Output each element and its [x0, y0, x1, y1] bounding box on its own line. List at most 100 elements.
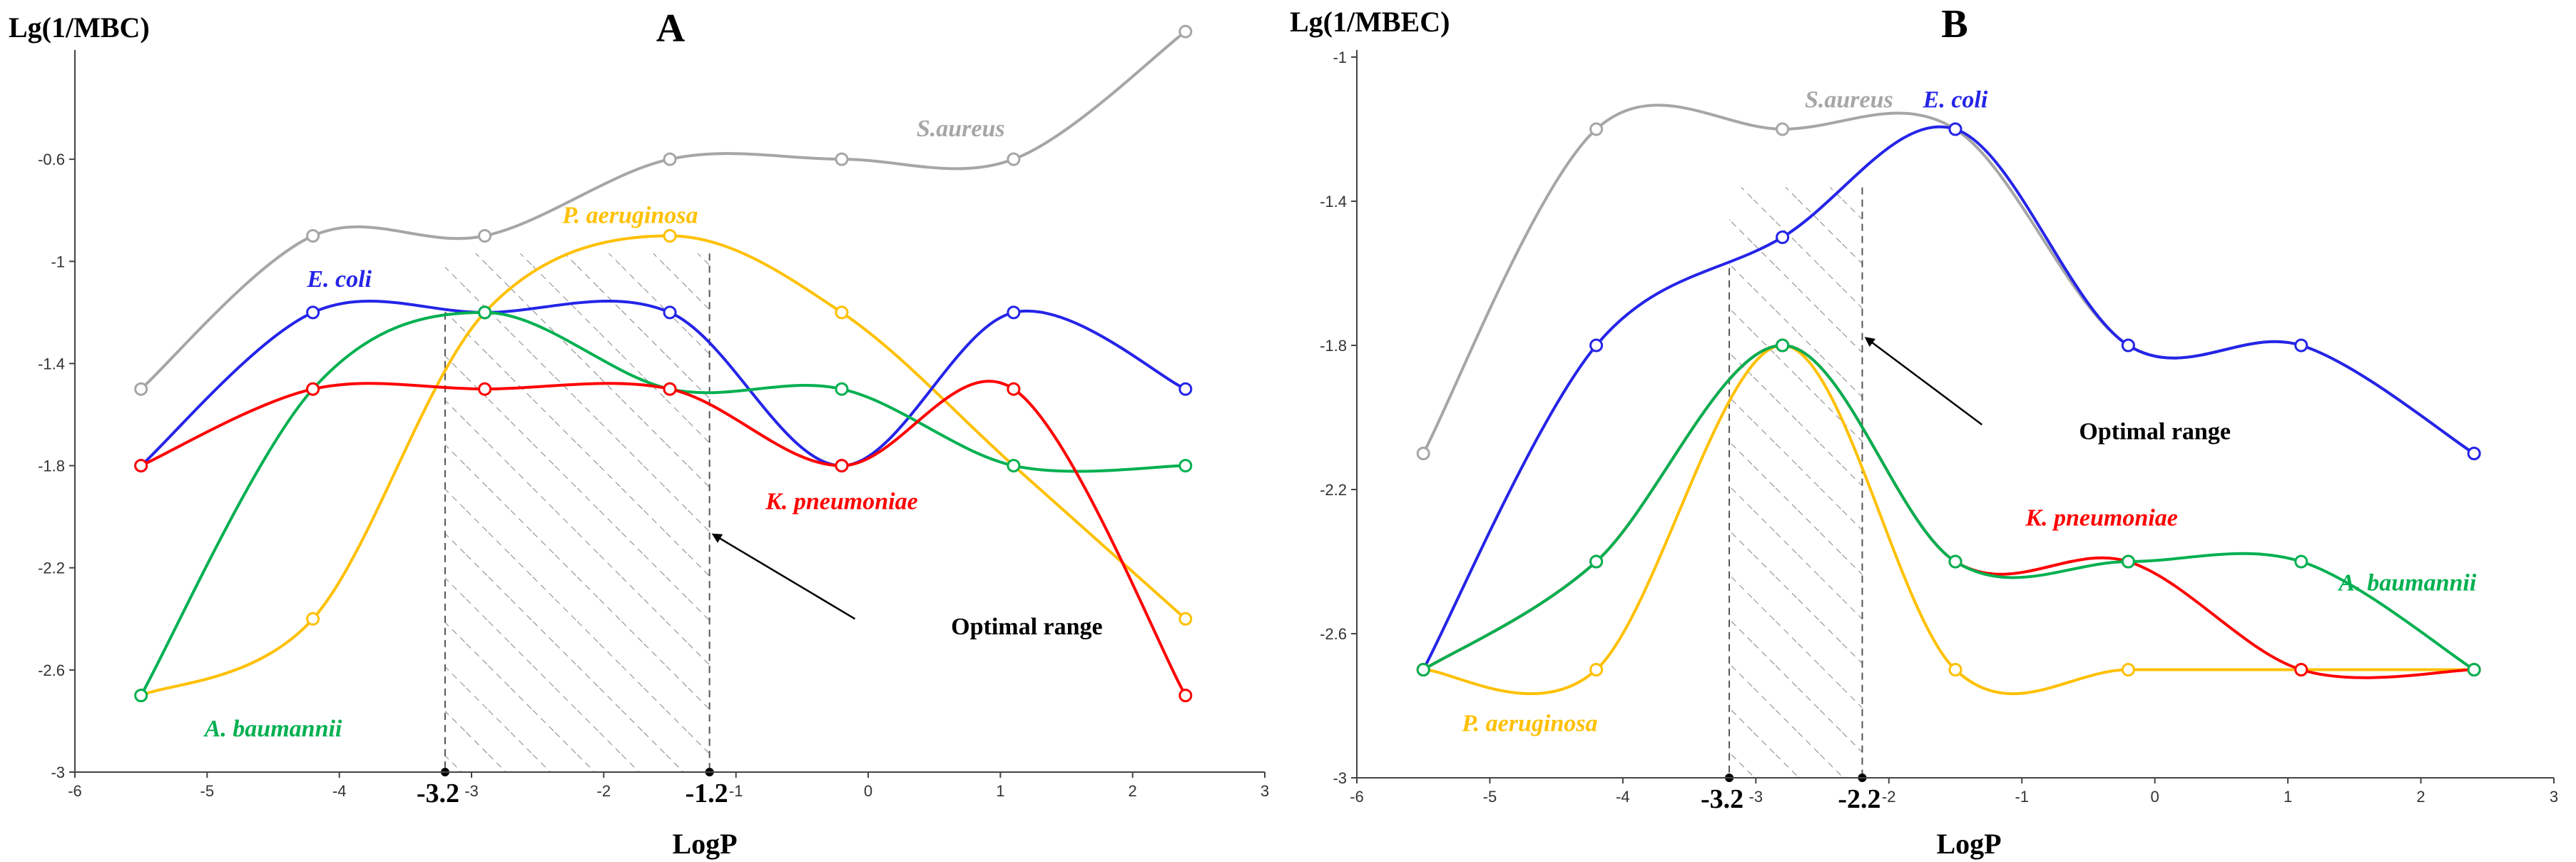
optimal-range-hatch [1729, 187, 1863, 779]
y-tick-label: -2.6 [1320, 625, 1347, 643]
data-point [134, 459, 148, 473]
data-point [1948, 663, 1962, 676]
data-point [1776, 122, 1790, 136]
series-line-p-aeruginosa [1423, 343, 2475, 696]
x-axis-label: LogP [672, 828, 737, 860]
x-tick-label: 3 [2550, 788, 2558, 806]
data-point [1589, 338, 1604, 353]
data-point [1007, 459, 1021, 473]
data-point [306, 612, 320, 626]
x-tick-label: 0 [864, 782, 872, 800]
data-point [2467, 663, 2481, 676]
axes: -0.6-1-1.4-1.8-2.2-2.6-3-6 -5 -4 -3 -2 -1 0 1 2 3 [38, 50, 1269, 800]
y-tick-label: -1.8 [38, 457, 65, 475]
x-tick-label: -6 [1350, 788, 1364, 806]
series-layer [1416, 103, 2481, 696]
x-tick-label: -1 [729, 782, 743, 800]
labels-layer: S.aureus P. aeruginosa E. coli A. baumannii… [203, 116, 1103, 742]
y-tick-label: -2.2 [38, 559, 65, 577]
data-point [1776, 338, 1790, 353]
x-tick-label: 2 [2416, 788, 2425, 806]
data-point [835, 382, 849, 396]
annotation-arrow [1864, 337, 1983, 426]
optimal-range-region: -3.2 -2.2 [1701, 187, 1881, 814]
annotation-text: Optimal range [2079, 418, 2230, 445]
series-label: K. pneumoniae [765, 488, 917, 514]
data-point [1178, 612, 1193, 626]
data-point [478, 229, 492, 243]
y-tick-label: -1 [51, 253, 65, 270]
axes: -1-1.4-1.8-2.2-2.6-3-6 -5 -4 -3 -2 -1 0 1 2 3 [1320, 49, 2558, 806]
panel-title: B [1941, 2, 1967, 46]
data-point [2121, 554, 2135, 569]
x-tick-label: 2 [1129, 782, 1137, 800]
data-point [1178, 24, 1193, 39]
x-tick-label: 0 [2151, 788, 2159, 806]
data-point [1178, 689, 1193, 703]
data-point [1007, 305, 1021, 320]
y-axis-label: Lg(1/MBC) [9, 11, 150, 44]
y-tick-label: -2.2 [1320, 481, 1347, 499]
x-tick-label: -3 [1749, 788, 1763, 806]
data-point [663, 229, 677, 243]
data-point [1416, 663, 1430, 676]
x-tick-label: -2 [1882, 788, 1896, 806]
optimal-range-hatch [444, 253, 710, 772]
data-point [1589, 554, 1604, 569]
range-bound-lower-label: -3.2 [1701, 784, 1743, 814]
data-point [1776, 230, 1790, 244]
data-point [306, 305, 320, 320]
y-tick-label: -3 [51, 764, 65, 781]
data-point [2294, 338, 2308, 353]
chart-panel-b: -3.2 -2.2 -1-1.4-1.8-2.2-2.6-3-6 -5 -4 -3 -2-… [1290, 2, 2558, 860]
panel-title: A [656, 6, 686, 51]
x-axis-label: LogP [1936, 828, 2001, 860]
series-label: P. aeruginosa [1461, 710, 1597, 736]
x-tick-label: 3 [1261, 782, 1269, 800]
series-label: K. pneumoniae [2025, 505, 2177, 532]
data-point [2294, 554, 2308, 569]
x-tick-label: -3 [464, 782, 479, 800]
y-tick-label: -2.6 [38, 661, 65, 679]
data-point [478, 382, 492, 396]
data-point [1589, 663, 1604, 676]
series-label: A. baumannii [2338, 569, 2477, 596]
range-bound-lower-label: -3.2 [417, 779, 459, 808]
labels-layer: S.aureus E. coli P. aeruginosa K. pneumonia… [1461, 87, 2477, 737]
data-point [663, 382, 677, 396]
data-point [478, 305, 492, 320]
y-tick-label: -0.6 [38, 151, 65, 168]
data-point [663, 152, 677, 166]
series-label: S.aureus [917, 116, 1005, 142]
data-point [306, 382, 320, 396]
y-tick-label: -3 [1333, 769, 1347, 787]
data-point [1007, 382, 1021, 396]
series-layer [134, 24, 1193, 703]
series-label: E. coli [306, 266, 372, 293]
data-point [134, 382, 148, 396]
data-point [2467, 447, 2481, 460]
data-point [2121, 663, 2135, 676]
data-point [663, 305, 677, 320]
data-point [1948, 122, 1962, 136]
y-tick-label: -1.8 [1320, 337, 1347, 355]
data-point [2294, 663, 2308, 676]
y-axis-label: Lg(1/MBEC) [1290, 6, 1450, 38]
range-bound-upper-label: -2.2 [1838, 784, 1880, 814]
data-point [1416, 447, 1430, 460]
series-line-a-baumannii [1422, 343, 2475, 671]
x-tick-label: 1 [996, 782, 1004, 800]
y-tick-label: -1 [1333, 49, 1347, 66]
x-tick-label: -5 [200, 782, 215, 800]
chart-panel-a: -3.2 -1.2 -0.6-1-1.4-1.8-2.2-2.6-3-6 -5 -4-… [9, 6, 1269, 860]
series-label: P. aeruginosa [561, 203, 698, 229]
series-line-e-coli [1422, 125, 2475, 671]
data-point [1178, 459, 1193, 473]
data-point [306, 229, 320, 243]
series-line-a-baumannii [139, 310, 1186, 696]
data-point [835, 305, 849, 320]
series-label: A. baumannii [203, 716, 342, 742]
data-point [1007, 152, 1021, 166]
x-tick-label: -4 [1616, 788, 1630, 806]
